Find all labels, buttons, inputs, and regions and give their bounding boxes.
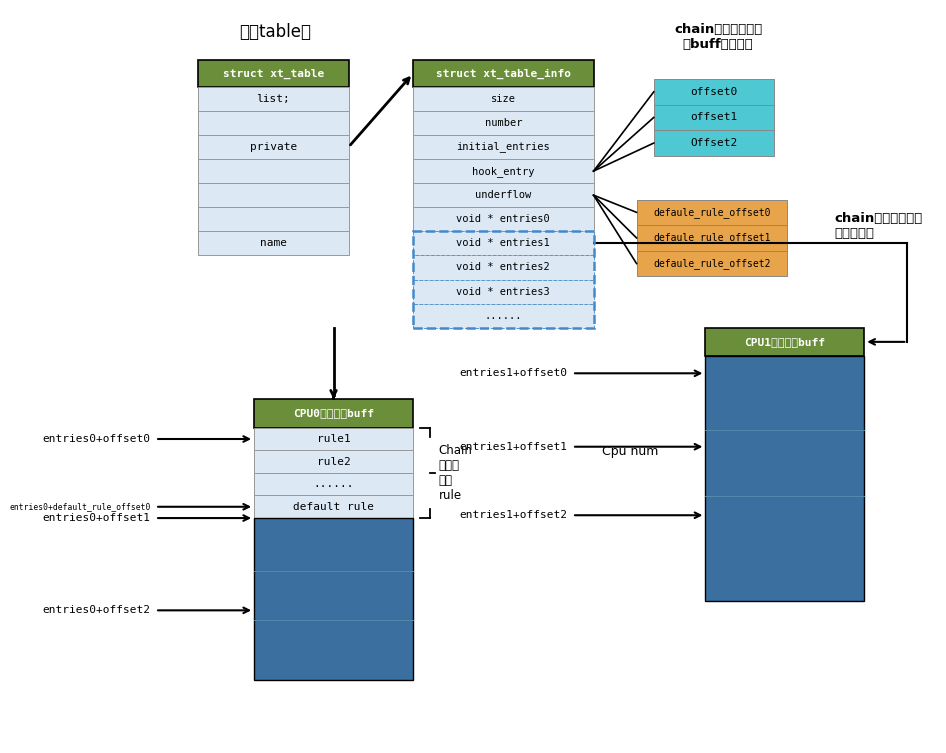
FancyBboxPatch shape — [198, 231, 348, 255]
Text: ......: ...... — [484, 311, 522, 321]
Text: entries0+offset0: entries0+offset0 — [43, 434, 150, 444]
Text: offset0: offset0 — [691, 87, 738, 97]
FancyBboxPatch shape — [637, 251, 787, 276]
Text: ......: ...... — [313, 479, 354, 489]
Text: name: name — [260, 239, 287, 248]
FancyBboxPatch shape — [254, 399, 413, 428]
FancyBboxPatch shape — [198, 60, 348, 87]
Text: chain区域中默认规
则的偏移量: chain区域中默认规 则的偏移量 — [834, 212, 922, 240]
Text: Offset2: Offset2 — [691, 138, 738, 148]
Text: entries0+offset2: entries0+offset2 — [43, 605, 150, 615]
Text: offset1: offset1 — [691, 112, 738, 123]
FancyBboxPatch shape — [413, 60, 593, 87]
FancyBboxPatch shape — [254, 428, 413, 450]
FancyBboxPatch shape — [654, 105, 774, 130]
Text: void * entries0: void * entries0 — [456, 215, 551, 224]
FancyBboxPatch shape — [198, 111, 348, 135]
Text: defaule_rule_offset0: defaule_rule_offset0 — [653, 207, 770, 218]
Text: struct xt_table: struct xt_table — [222, 69, 324, 78]
Text: Cpu num: Cpu num — [603, 445, 658, 459]
Text: list;: list; — [256, 94, 290, 104]
Text: private: private — [250, 142, 297, 152]
Text: entries0+default_rule_offset0: entries0+default_rule_offset0 — [9, 502, 150, 511]
FancyBboxPatch shape — [413, 111, 593, 135]
FancyBboxPatch shape — [413, 87, 593, 111]
Text: entries1+offset0: entries1+offset0 — [460, 368, 568, 378]
Text: entries0+offset1: entries0+offset1 — [43, 513, 150, 523]
Text: default rule: default rule — [293, 501, 374, 512]
FancyBboxPatch shape — [254, 518, 413, 680]
FancyBboxPatch shape — [198, 87, 348, 111]
Text: Chain
区域，
存储
rule: Chain 区域， 存储 rule — [439, 444, 473, 502]
Text: defaule_rule_offset2: defaule_rule_offset2 — [653, 258, 770, 269]
Text: size: size — [491, 94, 516, 104]
FancyBboxPatch shape — [706, 328, 865, 356]
FancyBboxPatch shape — [413, 207, 593, 231]
FancyBboxPatch shape — [654, 130, 774, 156]
FancyBboxPatch shape — [413, 231, 593, 255]
Text: entries1+offset2: entries1+offset2 — [460, 511, 568, 520]
FancyBboxPatch shape — [198, 183, 348, 207]
FancyBboxPatch shape — [198, 207, 348, 231]
FancyBboxPatch shape — [413, 255, 593, 279]
FancyBboxPatch shape — [254, 450, 413, 473]
Text: number: number — [484, 118, 522, 128]
FancyBboxPatch shape — [413, 183, 593, 207]
FancyBboxPatch shape — [198, 135, 348, 159]
Text: void * entries1: void * entries1 — [456, 239, 551, 248]
Text: underflow: underflow — [475, 191, 532, 200]
Text: initial_entries: initial_entries — [456, 142, 551, 152]
FancyBboxPatch shape — [637, 200, 787, 225]
Text: void * entries2: void * entries2 — [456, 263, 551, 273]
Text: rule2: rule2 — [317, 456, 350, 467]
FancyBboxPatch shape — [706, 356, 865, 601]
FancyBboxPatch shape — [413, 159, 593, 183]
FancyBboxPatch shape — [413, 279, 593, 303]
Text: struct xt_table_info: struct xt_table_info — [436, 69, 570, 78]
Text: void * entries3: void * entries3 — [456, 287, 551, 297]
FancyBboxPatch shape — [254, 495, 413, 518]
Text: CPU0规则存储buff: CPU0规则存储buff — [293, 408, 374, 419]
Text: chain区域在规则存
储buff的偏移量: chain区域在规则存 储buff的偏移量 — [674, 23, 762, 50]
FancyBboxPatch shape — [413, 135, 593, 159]
Text: defaule_rule_offset1: defaule_rule_offset1 — [653, 233, 770, 243]
Text: CPU1规则存储buff: CPU1规则存储buff — [745, 337, 825, 347]
FancyBboxPatch shape — [413, 303, 593, 328]
Text: hook_entry: hook_entry — [472, 166, 534, 176]
Text: 表（table）: 表（table） — [239, 23, 311, 41]
FancyBboxPatch shape — [654, 79, 774, 105]
Text: entries1+offset1: entries1+offset1 — [460, 442, 568, 452]
Text: rule1: rule1 — [317, 434, 350, 444]
FancyBboxPatch shape — [637, 225, 787, 251]
FancyBboxPatch shape — [198, 159, 348, 183]
FancyBboxPatch shape — [254, 473, 413, 495]
